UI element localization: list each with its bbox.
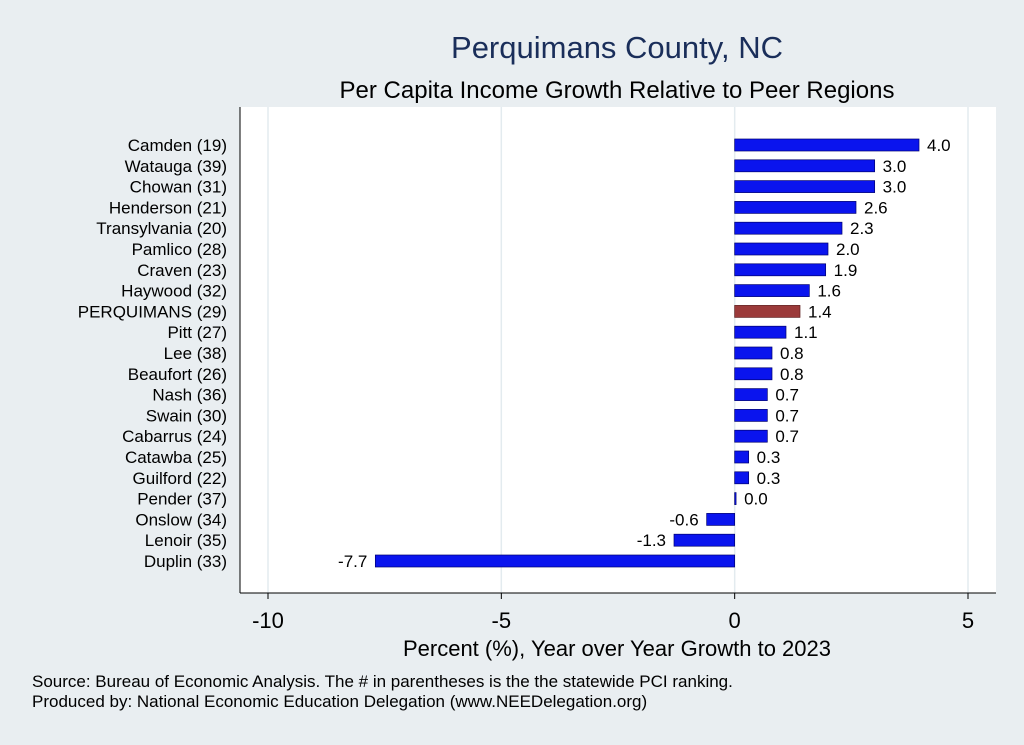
bar [734,346,773,360]
data-label: 0.8 [780,344,804,363]
value-labels: 4.03.03.02.62.32.01.91.61.41.10.80.80.70… [338,136,951,571]
category-label: Transylvania (20) [96,219,227,238]
data-label: 2.3 [850,219,874,238]
bar-highlight [734,305,801,318]
category-label: Lenoir (35) [145,531,227,550]
data-label: 0.8 [780,365,804,384]
category-label: Swain (30) [146,406,227,425]
category-label: Camden (19) [128,136,227,155]
category-label: PERQUIMANS (29) [78,302,227,321]
category-labels: Camden (19) Watauga (39) Chowan (31)Hender… [78,136,227,571]
x-axis-title: Percent (%), Year over Year Growth to 20… [403,636,831,661]
data-label: 0.7 [775,406,799,425]
chart: Perquimans County, NC Per Capita Income … [78,30,996,661]
x-tick-label: -5 [492,608,512,633]
bar [734,388,768,401]
data-label: 2.0 [836,240,860,259]
bar [734,263,827,277]
bar [734,180,876,193]
bar [706,513,736,526]
category-label: Catawba (25) [125,448,227,467]
bar [734,201,857,214]
category-label: Guilford (22) [133,469,227,488]
category-label: Henderson (21) [109,198,227,217]
bar [734,159,876,173]
category-label: Duplin (33) [144,552,227,571]
bar [734,325,787,339]
data-label: 1.4 [808,302,832,321]
category-label: Chowan (31) [130,178,227,197]
bar [734,221,843,235]
bars [374,138,920,568]
x-tick-label: 0 [729,608,741,633]
data-label: 1.9 [834,261,858,280]
category-label: Craven (23) [137,261,227,280]
data-label: 0.0 [744,490,768,509]
category-label: Cabarrus (24) [122,427,227,446]
source-note: Source: Bureau of Economic Analysis. The… [32,672,733,691]
bar [734,284,810,297]
category-label: Pender (37) [137,490,227,509]
data-label: 4.0 [927,136,951,155]
category-label: Lee (38) [164,344,227,363]
chart-title: Perquimans County, NC [451,30,783,65]
category-label: Beaufort (26) [128,365,227,384]
bar [734,367,773,381]
data-label: 3.0 [883,178,907,197]
bar [734,409,768,422]
category-label: Pitt (27) [167,323,227,342]
data-label: 0.3 [757,469,781,488]
bar [734,429,768,443]
x-tick-label: 5 [962,608,974,633]
category-label: Nash (36) [152,386,227,405]
bar [374,554,736,568]
data-label: 2.6 [864,198,888,217]
bar [734,450,750,464]
category-label: Haywood (32) [121,282,227,301]
category-label: Pamlico (28) [132,240,227,259]
x-tick-label: -10 [252,608,284,633]
data-label: 1.1 [794,323,818,342]
data-label: 0.7 [775,427,799,446]
data-label: 0.3 [757,448,781,467]
category-label: Watauga (39) [125,157,227,176]
bar [734,471,750,485]
data-label: -0.6 [669,510,698,529]
data-label: 1.6 [817,282,841,301]
bar [734,138,920,152]
bar [734,242,829,256]
data-label: -7.7 [338,552,367,571]
footer: Source: Bureau of Economic Analysis. The… [32,672,733,712]
category-label: Onslow (34) [135,510,227,529]
data-label: 0.7 [775,386,799,405]
chart-subtitle: Per Capita Income Growth Relative to Pee… [340,77,895,104]
data-label: -1.3 [637,531,666,550]
x-axis: -10 -5 0 5 [239,107,996,633]
data-label: 3.0 [883,157,907,176]
bar [673,533,736,547]
bar [734,492,737,505]
producer-note: Produced by: National Economic Education… [32,692,648,711]
